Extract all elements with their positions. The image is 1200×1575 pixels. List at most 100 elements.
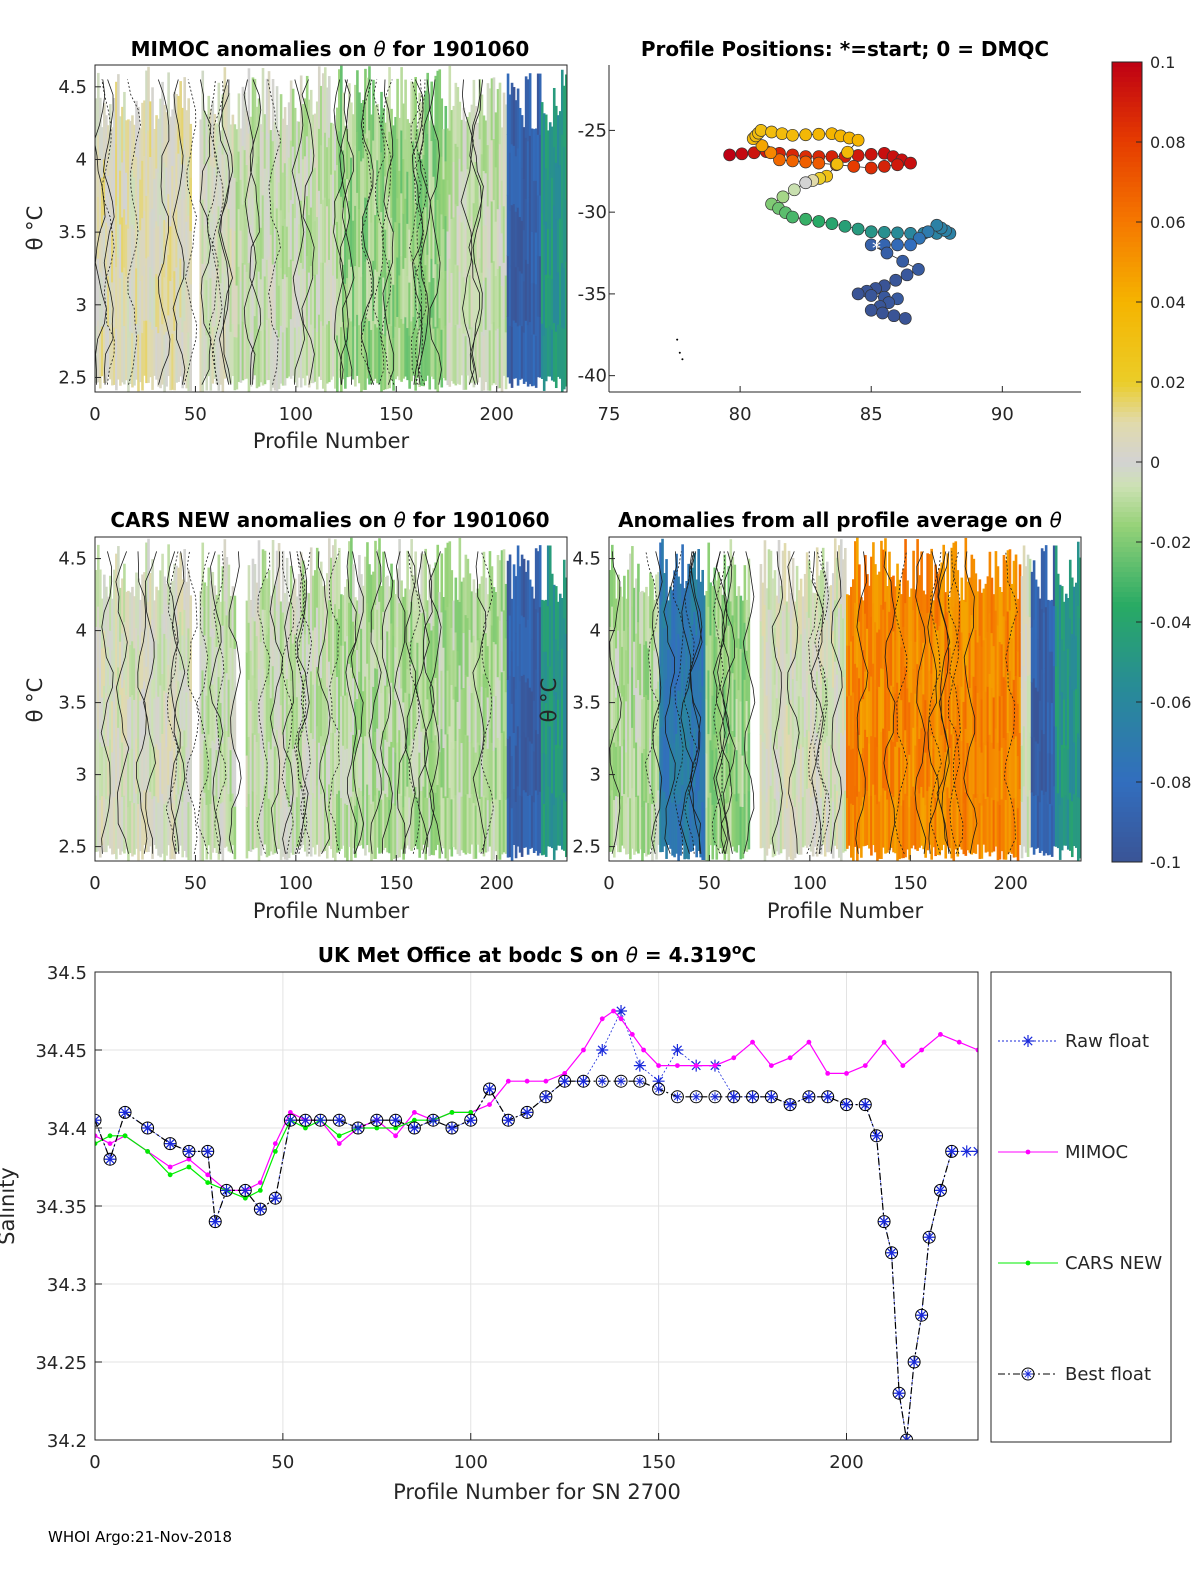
colorbar-step bbox=[1112, 577, 1142, 583]
heatmap-cell bbox=[259, 748, 263, 803]
heatmap-cell bbox=[520, 735, 524, 797]
heatmap-cell bbox=[263, 609, 267, 669]
contour-line bbox=[810, 551, 824, 854]
heatmap-cell bbox=[902, 741, 905, 801]
heatmap-cell bbox=[342, 264, 345, 322]
heatmap-cell bbox=[430, 742, 434, 799]
heatmap-cell bbox=[95, 155, 98, 213]
heatmap-cell bbox=[488, 728, 492, 788]
heatmap-cell bbox=[207, 789, 211, 846]
heatmap-cell bbox=[789, 805, 793, 860]
heatmap-cell bbox=[458, 601, 462, 666]
profile-position-point bbox=[851, 149, 865, 162]
heatmap-cell bbox=[490, 742, 494, 802]
colorbar-step bbox=[1112, 212, 1142, 218]
heatmap-cell bbox=[538, 316, 542, 378]
heatmap-cell bbox=[564, 800, 567, 858]
heatmap-cell bbox=[422, 786, 425, 845]
heatmap-cell bbox=[1004, 739, 1008, 800]
heatmap-cell bbox=[251, 198, 255, 259]
heatmap-cell bbox=[143, 100, 146, 156]
heatmap-cell bbox=[964, 664, 968, 729]
contour-line bbox=[715, 551, 730, 854]
heatmap-cell bbox=[779, 692, 783, 747]
heatmap-cell bbox=[484, 277, 488, 330]
heatmap-cell bbox=[954, 541, 958, 604]
heatmap-cell bbox=[1068, 617, 1072, 677]
heatmap-cell bbox=[217, 615, 221, 678]
x-tick-label: 150 bbox=[379, 873, 413, 894]
heatmap-cell bbox=[293, 162, 297, 219]
heatmap-cell bbox=[693, 552, 696, 612]
heatmap-cell bbox=[378, 168, 381, 223]
heatmap-cell bbox=[811, 697, 815, 752]
heatmap-cell bbox=[994, 786, 998, 847]
heatmap-cell bbox=[442, 327, 446, 379]
heatmap-cell bbox=[410, 201, 413, 262]
heatmap-cell bbox=[370, 803, 373, 861]
heatmap-cell bbox=[779, 585, 783, 640]
heatmap-cell bbox=[360, 160, 363, 220]
heatmap-cell bbox=[135, 212, 138, 269]
heatmap-cell bbox=[219, 802, 223, 854]
heatmap-cell bbox=[402, 268, 405, 324]
heatmap-cell bbox=[508, 209, 512, 269]
heatmap-cell bbox=[269, 748, 273, 801]
heatmap-cell bbox=[490, 200, 494, 263]
heatmap-cell bbox=[287, 601, 291, 654]
heatmap-cell bbox=[426, 649, 430, 700]
heatmap-cell bbox=[253, 256, 257, 317]
heatmap-cell bbox=[211, 796, 215, 853]
heatmap-cell bbox=[253, 138, 257, 198]
heatmap-cell bbox=[554, 218, 558, 276]
heatmap-cell bbox=[123, 208, 126, 268]
best-float-star bbox=[120, 1107, 130, 1117]
heatmap-cell bbox=[731, 557, 735, 616]
heatmap-cell bbox=[167, 314, 170, 377]
heatmap-cell bbox=[450, 684, 454, 743]
heatmap-cell bbox=[165, 166, 168, 223]
heatmap-cell bbox=[105, 745, 108, 800]
heatmap-cell bbox=[145, 604, 148, 667]
heatmap-cell bbox=[297, 223, 301, 276]
heatmap-cell bbox=[392, 802, 395, 860]
colorbar-step bbox=[1112, 472, 1142, 478]
heatmap-cell bbox=[430, 81, 434, 142]
best-float-star bbox=[184, 1146, 194, 1156]
heatmap-cell bbox=[1016, 703, 1020, 757]
best-float-star bbox=[409, 1123, 419, 1133]
heatmap-cell bbox=[125, 120, 128, 173]
heatmap-cell bbox=[209, 165, 213, 222]
stray-point bbox=[676, 338, 679, 341]
heatmap-cell bbox=[456, 802, 460, 855]
heatmap-cell bbox=[799, 633, 803, 690]
heatmap-cell bbox=[930, 735, 933, 798]
heatmap-cell bbox=[283, 218, 287, 275]
heatmap-cell bbox=[522, 280, 526, 333]
colorbar-step bbox=[1112, 562, 1142, 568]
heatmap-cell bbox=[460, 635, 464, 690]
heatmap-cell bbox=[839, 603, 843, 669]
heatmap-cell bbox=[1030, 736, 1034, 793]
heatmap-cell bbox=[434, 201, 438, 265]
heatmap-cell bbox=[558, 593, 562, 645]
best-float-star bbox=[203, 1146, 213, 1156]
cars-anomaly-panel: CARS NEW anomalies on θ for 1901060 0 50 1… bbox=[23, 508, 568, 923]
heatmap-cell bbox=[247, 679, 251, 737]
heatmap-cell bbox=[890, 685, 893, 740]
heatmap-cell bbox=[372, 79, 375, 141]
heatmap-cell bbox=[870, 616, 873, 677]
heatmap-cell bbox=[649, 572, 652, 629]
heatmap-cell bbox=[1002, 798, 1006, 860]
heatmap-cell bbox=[518, 737, 522, 796]
heatmap-cell bbox=[167, 254, 170, 316]
best-float-marker bbox=[464, 1113, 478, 1127]
heatmap-cell bbox=[1066, 648, 1070, 700]
heatmap-cell bbox=[1026, 614, 1030, 676]
heatmap-cell bbox=[424, 672, 428, 736]
heatmap-cell bbox=[386, 575, 389, 632]
heatmap-cell bbox=[141, 745, 144, 803]
heatmap-cell bbox=[432, 327, 436, 380]
heatmap-cell bbox=[862, 600, 865, 651]
heatmap-cell bbox=[137, 690, 140, 748]
